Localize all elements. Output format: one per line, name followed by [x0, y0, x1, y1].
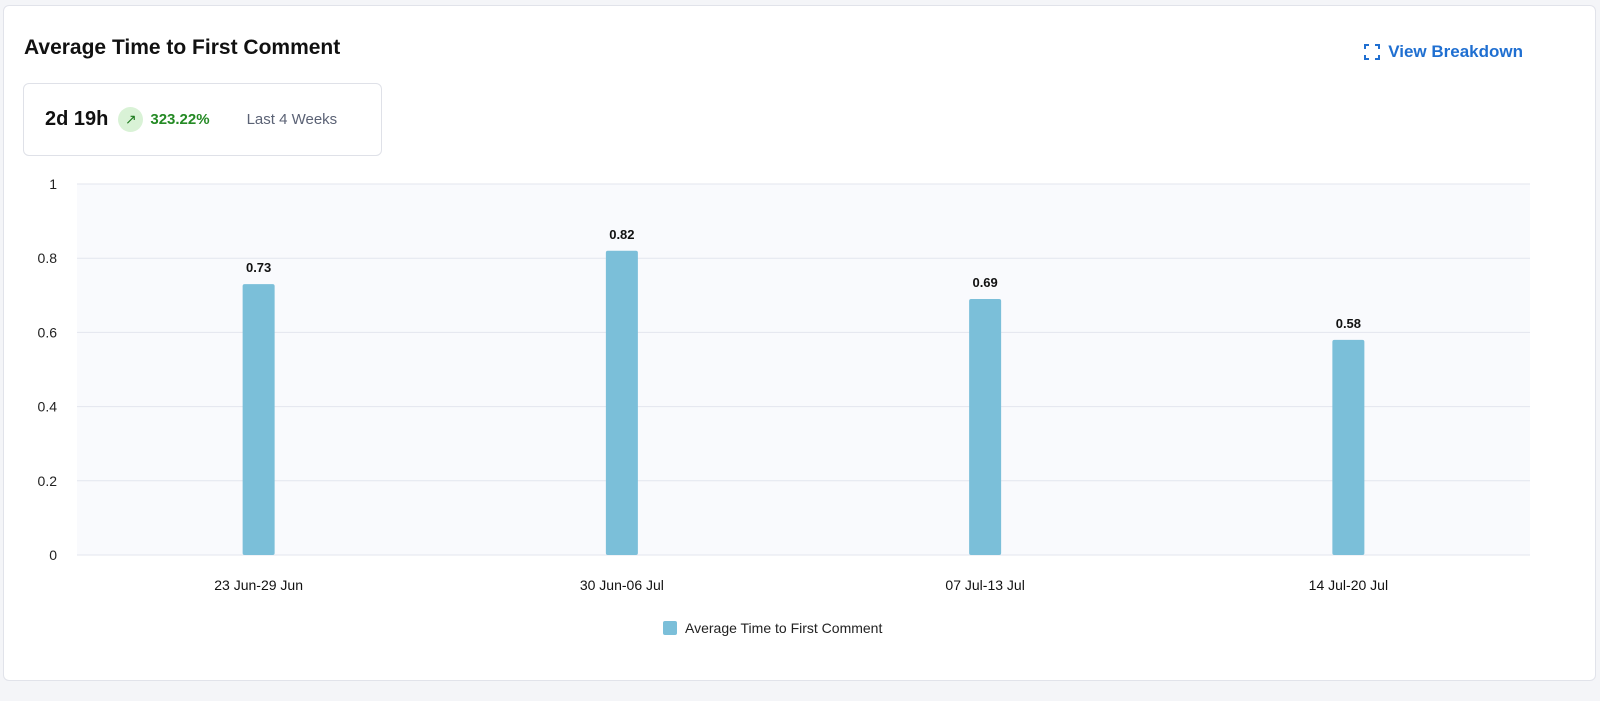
trend-up-icon: ↗ — [118, 107, 144, 132]
x-tick-label: 30 Jun-06 Jul — [580, 577, 664, 593]
bar[interactable] — [1332, 339, 1365, 555]
x-tick-label: 07 Jul-13 Jul — [945, 577, 1024, 593]
x-tick-label: 14 Jul-20 Jul — [1309, 577, 1388, 593]
view-breakdown-label: View Breakdown — [1388, 42, 1523, 61]
y-tick-label: 0 — [49, 547, 57, 563]
data-label: 0.58 — [1336, 316, 1361, 331]
stat-period: Last 4 Weeks — [246, 111, 338, 128]
bar[interactable] — [605, 250, 638, 555]
legend-label[interactable]: Average Time to First Comment — [685, 620, 882, 636]
data-label: 0.82 — [609, 227, 634, 242]
legend-swatch — [663, 621, 677, 635]
view-breakdown-button[interactable]: View Breakdown — [1364, 42, 1523, 62]
y-tick-label: 1 — [49, 176, 57, 192]
data-label: 0.73 — [246, 260, 271, 275]
summary-stat-box: 2d 19h ↗ 323.22% Last 4 Weeks — [23, 83, 382, 156]
y-tick-label: 0.6 — [38, 324, 58, 340]
y-tick-label: 0.4 — [38, 399, 58, 415]
y-tick-label: 0.2 — [38, 473, 58, 489]
stat-value: 2d 19h — [45, 108, 109, 130]
bar[interactable] — [242, 284, 275, 555]
x-tick-label: 23 Jun-29 Jun — [214, 577, 303, 593]
card-title: Average Time to First Comment — [24, 36, 341, 59]
expand-icon — [1364, 44, 1381, 60]
y-tick-label: 0.8 — [38, 250, 58, 266]
data-label: 0.69 — [972, 275, 997, 290]
bar[interactable] — [969, 299, 1002, 555]
stat-change: 323.22% — [150, 111, 210, 128]
plot-area — [77, 184, 1530, 555]
